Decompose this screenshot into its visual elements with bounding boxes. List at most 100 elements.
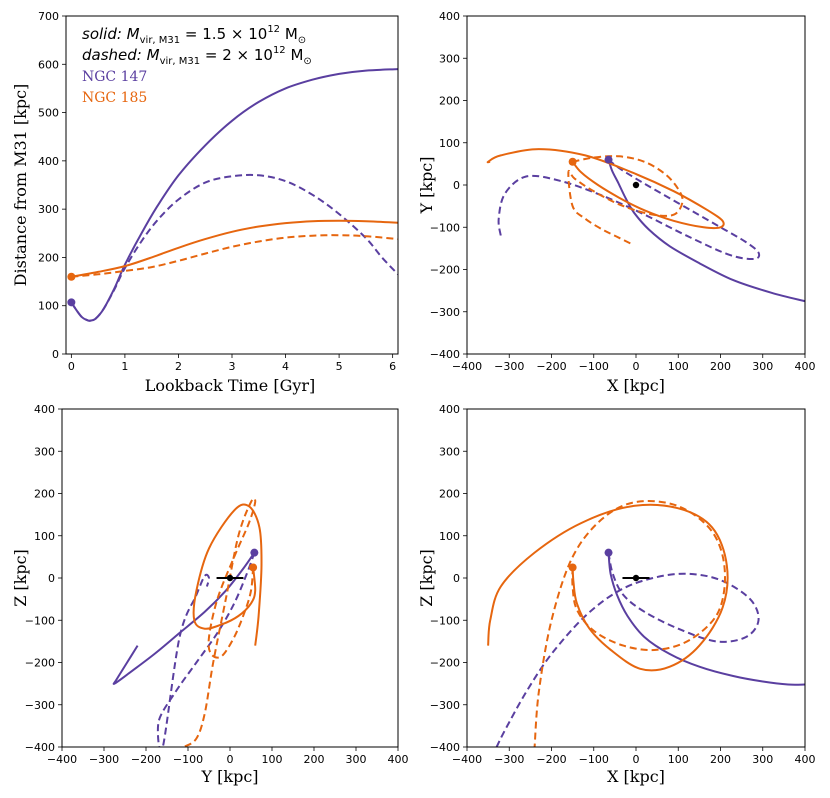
axes-frame xyxy=(61,408,399,748)
y-tick-label: 300 xyxy=(439,445,460,458)
y-tick-label: 200 xyxy=(439,488,460,501)
x-tick-label: 400 xyxy=(795,753,816,766)
x-axis-label: Y [kpc] xyxy=(200,767,258,786)
y-tick-label: −200 xyxy=(25,657,55,670)
y-tick-label: 600 xyxy=(38,58,59,71)
y-tick-label: 400 xyxy=(439,10,460,23)
ngc-185-marker xyxy=(568,157,577,166)
plot-area: −400 −300 −200 −100 0 100 200 300 400 −400 −300 −20… xyxy=(430,10,816,373)
x-tick-label: −300 xyxy=(89,753,119,766)
x-tick-label: −200 xyxy=(131,753,161,766)
m31-marker xyxy=(226,574,234,582)
x-tick-label: −300 xyxy=(494,753,524,766)
ngc-185-solid-line xyxy=(71,219,398,278)
panel-x-y: −400 −300 −200 −100 0 100 200 300 400 −400 −300 −20… xyxy=(417,10,816,395)
legend: solid: Mvir, M31 = 1.5 × 1012 M⊙ dashed:… xyxy=(82,24,312,106)
x-tick-label: 300 xyxy=(752,360,773,373)
x-tick-label: 200 xyxy=(710,360,731,373)
y-tick-label: 300 xyxy=(38,203,59,216)
x-tick-label: 1 xyxy=(121,360,128,373)
y-tick-label: −100 xyxy=(25,614,55,627)
ngc-147-solid-line xyxy=(70,68,398,322)
y-tick-label: 100 xyxy=(439,530,460,543)
ngc-185-dashed-line xyxy=(567,155,684,246)
m31-marker xyxy=(632,181,640,189)
x-tick-label: −400 xyxy=(47,753,77,766)
axes-frame xyxy=(466,408,806,748)
x-tick-label: 0 xyxy=(633,360,640,373)
ngc-147-marker xyxy=(604,155,613,164)
x-tick-label: 100 xyxy=(668,360,689,373)
axes-frame xyxy=(466,15,806,355)
series-group xyxy=(486,148,805,303)
plot-area: 0 1 2 3 4 5 6 0 100 200 300 400 500 600 700 xyxy=(38,10,399,373)
x-tick-label: −100 xyxy=(579,753,609,766)
x-tick-label: 0 xyxy=(227,753,234,766)
series-group xyxy=(112,497,263,747)
ngc-147-dashed-line xyxy=(70,173,398,322)
series-group xyxy=(70,68,398,322)
x-tick-label: −400 xyxy=(452,753,482,766)
y-tick-label: −200 xyxy=(430,264,460,277)
x-tick-label: 400 xyxy=(388,753,409,766)
y-tick-label: 200 xyxy=(34,488,55,501)
y-tick-label: 400 xyxy=(34,403,55,416)
x-tick-label: 4 xyxy=(282,360,289,373)
y-tick-label: −300 xyxy=(25,699,55,712)
y-tick-label: 0 xyxy=(52,348,59,361)
legend-ngc147: NGC 147 xyxy=(82,69,147,85)
legend-solid: solid: Mvir, M31 = 1.5 × 1012 M⊙ xyxy=(82,24,306,46)
x-tick-label: −200 xyxy=(536,360,566,373)
y-axis-label: Z [kpc] xyxy=(11,549,30,607)
ngc-185-solid-line xyxy=(192,503,263,646)
ngc-147-marker xyxy=(250,548,259,557)
x-tick-label: 5 xyxy=(336,360,343,373)
y-tick-label: 100 xyxy=(38,300,59,313)
panel-distance-vs-time: 0 1 2 3 4 5 6 0 100 200 300 400 500 600 700 Lookback T… xyxy=(11,10,399,395)
y-tick-label: −400 xyxy=(430,741,460,754)
x-tick-label: 6 xyxy=(389,360,396,373)
ngc-147-solid-line xyxy=(607,552,805,686)
y-tick-label: 400 xyxy=(439,403,460,416)
ngc-147-solid-line xyxy=(112,552,256,685)
ngc-185-dashed-line xyxy=(533,500,726,747)
x-axis-label: Lookback Time [Gyr] xyxy=(145,376,316,395)
y-tick-label: −100 xyxy=(430,221,460,234)
ngc-147-dashed-line xyxy=(497,158,761,260)
ngc-147-marker xyxy=(67,298,76,307)
x-tick-label: 300 xyxy=(752,753,773,766)
y-tick-label: −300 xyxy=(430,306,460,319)
y-tick-label: 0 xyxy=(453,572,460,585)
legend-dashed: dashed: Mvir, M31 = 2 × 1012 M⊙ xyxy=(82,45,312,67)
plot-area: −400 −300 −200 −100 0 100 200 300 400 −400 −300 −20… xyxy=(25,403,409,766)
series-group xyxy=(487,500,805,747)
ngc-147-dashed-line xyxy=(495,552,760,747)
ngc-147-dashed-line xyxy=(156,552,256,747)
ngc-185-marker xyxy=(249,563,258,572)
x-tick-label: 100 xyxy=(262,753,283,766)
x-tick-label: −200 xyxy=(536,753,566,766)
axes-frame xyxy=(65,15,399,355)
ngc-185-marker xyxy=(568,563,577,572)
y-tick-label: 700 xyxy=(38,10,59,23)
x-tick-label: 200 xyxy=(304,753,325,766)
y-tick-label: −400 xyxy=(430,348,460,361)
y-tick-label: 500 xyxy=(38,107,59,120)
ngc-185-solid-line xyxy=(486,148,725,230)
y-tick-label: 0 xyxy=(48,572,55,585)
x-tick-label: 0 xyxy=(68,360,75,373)
x-tick-label: −400 xyxy=(452,360,482,373)
panel-x-z: −400 −300 −200 −100 0 100 200 300 400 −400 −300 −20… xyxy=(417,403,816,786)
x-axis-label: X [kpc] xyxy=(607,376,665,395)
y-tick-label: 100 xyxy=(34,530,55,543)
y-tick-label: −300 xyxy=(430,699,460,712)
y-tick-label: 200 xyxy=(439,95,460,108)
ngc-185-dashed-line xyxy=(183,497,257,747)
x-tick-label: 200 xyxy=(710,753,731,766)
x-tick-label: 100 xyxy=(668,753,689,766)
x-tick-label: 2 xyxy=(175,360,182,373)
ngc-185-solid-line xyxy=(487,503,729,672)
x-axis-label: X [kpc] xyxy=(607,767,665,786)
plot-area: −400 −300 −200 −100 0 100 200 300 400 −400 −300 −20… xyxy=(430,403,816,766)
y-tick-label: −400 xyxy=(25,741,55,754)
